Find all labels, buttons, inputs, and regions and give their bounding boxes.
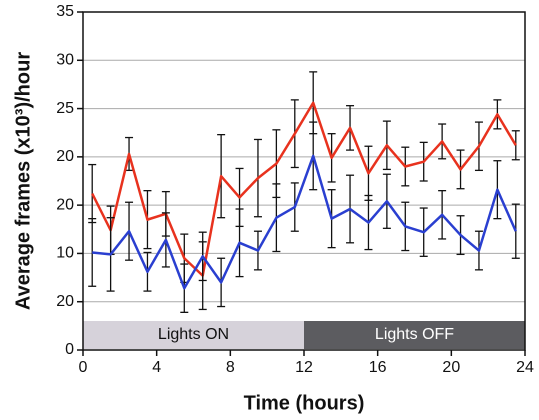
y-tick-label: 35 (56, 3, 74, 20)
series-line (91, 101, 517, 277)
x-tick-label: 12 (295, 359, 313, 376)
y-tick-label: 10 (56, 245, 74, 262)
y-tick-label: 25 (56, 100, 74, 117)
light-phase-band (83, 321, 304, 349)
y-tick-label: 20 (56, 148, 74, 165)
x-tick-label: 8 (226, 359, 235, 376)
y-tick-label: 30 (56, 52, 74, 69)
light-phase-label: Lights OFF (375, 326, 454, 343)
light-phase-band (304, 321, 525, 349)
x-tick-label: 16 (369, 359, 387, 376)
y-tick-label: 0 (65, 341, 74, 358)
y-tick-label: 20 (56, 196, 74, 213)
light-phase-label: Lights ON (158, 326, 229, 343)
x-tick-label: 4 (152, 359, 161, 376)
y-axis-title: Average frames (x10³)/hour (12, 52, 34, 310)
plot-frame (82, 11, 526, 351)
series-line (92, 154, 517, 290)
x-tick-label: 20 (442, 359, 460, 376)
y-tick-label: 20 (56, 293, 74, 310)
x-axis-title: Time (hours) (244, 392, 365, 414)
x-tick-label: 0 (79, 359, 88, 376)
x-tick-label: 24 (516, 359, 534, 376)
